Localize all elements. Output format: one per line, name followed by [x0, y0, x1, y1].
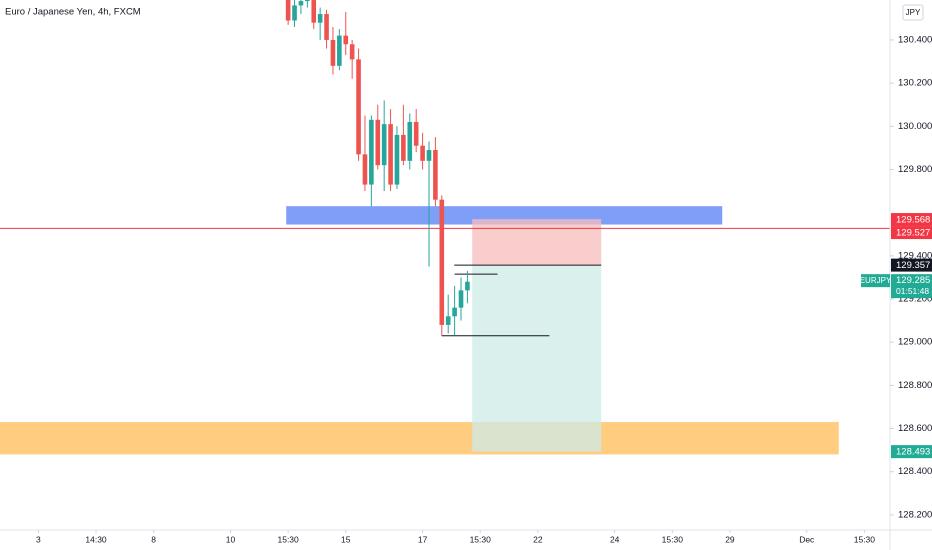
candle-body — [407, 121, 413, 161]
price-label: 128.493 — [896, 447, 930, 458]
candle-body — [375, 119, 381, 166]
last-price: 129.285 — [896, 275, 930, 286]
candle-body — [349, 44, 355, 60]
y-tick-label: 128.600 — [898, 423, 932, 434]
candle-body — [298, 1, 304, 6]
x-tick-label: 15:30 — [662, 534, 684, 544]
candle-body — [305, 0, 310, 2]
x-tick-label: 15:30 — [854, 534, 876, 544]
y-tick-label: 129.000 — [898, 337, 932, 348]
x-tick-label: 24 — [610, 534, 620, 544]
candle-body — [381, 124, 387, 166]
y-tick-label: 128.400 — [898, 466, 932, 477]
candle-body — [445, 316, 451, 325]
candle-body — [317, 14, 323, 23]
zone — [286, 206, 723, 225]
x-tick-label: 22 — [533, 534, 543, 544]
symbol-tag — [861, 274, 890, 288]
symbol-label: EURJPY — [860, 276, 892, 285]
y-tick-label: 129.200 — [898, 294, 932, 305]
y-tick-label: 129.800 — [898, 164, 932, 175]
y-tick-label: 130.000 — [898, 121, 932, 132]
currency-label: JPY — [906, 8, 921, 17]
stop-area — [472, 219, 602, 266]
x-tick-label: 10 — [226, 534, 236, 544]
y-tick-label: 128.200 — [898, 509, 932, 520]
candle-body — [292, 5, 297, 21]
x-tick-label: 3 — [36, 534, 41, 544]
y-tick-label: 128.800 — [898, 380, 932, 391]
price-label-box — [891, 226, 932, 240]
price-label: 129.568 — [896, 215, 930, 226]
candle-body — [337, 35, 342, 66]
y-tick-label: 129.400 — [898, 250, 932, 261]
currency-button[interactable] — [902, 4, 924, 21]
chart-title: Euro / Japanese Yen, 4h, FXCM — [5, 7, 141, 18]
candle-body — [330, 39, 336, 66]
candle-body — [401, 134, 406, 161]
candle-body — [413, 121, 419, 146]
candle-body — [452, 307, 457, 317]
y-tick-label: 130.200 — [898, 78, 932, 89]
x-tick-label: 15:30 — [470, 534, 492, 544]
y-tick-label: 130.400 — [898, 34, 932, 45]
candle-body — [465, 281, 470, 291]
last-price-box — [891, 274, 932, 299]
countdown: 01:51:48 — [896, 286, 929, 296]
candle-body — [369, 119, 374, 185]
candle-body — [285, 0, 291, 21]
x-tick-label: 14:30 — [85, 534, 107, 544]
plot-area — [0, 0, 890, 455]
price-label-box — [891, 213, 932, 227]
candle-body — [439, 199, 445, 325]
candle-body — [394, 134, 400, 185]
candle-body — [343, 35, 349, 45]
candle-body — [362, 154, 368, 185]
candle-body — [420, 145, 425, 161]
target-area — [472, 265, 602, 452]
x-tick-label: 15:30 — [277, 534, 299, 544]
candle-body — [426, 150, 432, 161]
x-tick-label: 17 — [418, 534, 428, 544]
price-label: 129.357 — [896, 260, 930, 271]
candle-body — [458, 290, 464, 308]
candle-body — [356, 59, 361, 155]
candle-body — [388, 124, 393, 185]
x-tick-label: Dec — [799, 534, 815, 544]
price-label: 129.527 — [896, 228, 930, 239]
candle-body — [433, 150, 438, 200]
candle-body — [324, 14, 329, 40]
price-label-box — [891, 445, 932, 459]
x-tick-label: 8 — [151, 534, 156, 544]
zone — [0, 422, 839, 455]
candle-body — [311, 0, 317, 23]
x-tick-label: 29 — [725, 534, 735, 544]
x-tick-label: 15 — [341, 534, 351, 544]
price-label-box — [891, 258, 932, 272]
